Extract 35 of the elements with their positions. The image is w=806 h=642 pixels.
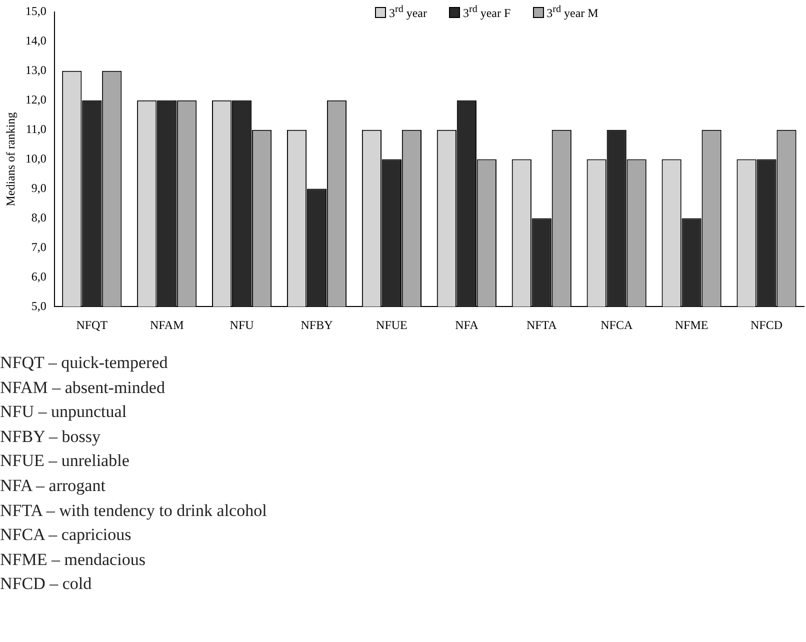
x-tick-label: NFME <box>674 318 708 332</box>
y-tick-label: 9,0 <box>31 180 46 195</box>
text: NFUE – unreliable <box>0 450 130 472</box>
legend-label: 3$^{rd}$ year M <box>546 4 598 21</box>
y-axis-title: Medians of ranking <box>3 112 18 206</box>
y-tick-label: 5,0 <box>31 298 46 313</box>
y-tick-label: 7,0 <box>31 240 46 254</box>
text: NFCD – cold <box>0 573 93 596</box>
y-tick-label: 10,0 <box>25 151 46 166</box>
text: NFA – arrogant <box>0 474 106 497</box>
text: NFTA – with tendency to drink alcohol <box>0 500 268 522</box>
x-tick-label: NFCD <box>750 318 783 332</box>
x-tick-label: NFUE <box>376 318 408 332</box>
text: NFCA – capricious <box>0 524 132 546</box>
y-tick-label: 11,0 <box>26 122 46 136</box>
x-tick-label: NFQT <box>76 318 108 332</box>
x-tick-label: NFCA <box>600 318 633 332</box>
text: NFQT – quick-tempered <box>0 352 169 374</box>
x-tick-label: NFTA <box>526 318 558 332</box>
y-tick-label: 6,0 <box>31 269 46 284</box>
y-tick-label: 15,0 <box>25 4 46 18</box>
text: NFAM – absent-minded <box>0 376 166 399</box>
text: NFBY – bossy <box>0 426 102 448</box>
y-tick-label: 8,0 <box>31 210 46 224</box>
y-tick-label: 12,0 <box>25 92 46 107</box>
x-tick-label: NFA <box>455 318 479 332</box>
text: NFU – unpunctual <box>0 401 128 424</box>
legend-label: 3$^{rd}$ year F <box>462 4 511 21</box>
x-tick-label: NFAM <box>150 318 184 332</box>
x-tick-label: NFU <box>230 318 254 332</box>
y-tick-label: 13,0 <box>25 63 46 78</box>
x-tick-label: NFBY <box>300 318 334 332</box>
y-tick-label: 14,0 <box>25 34 46 48</box>
text: NFME – mendacious <box>0 548 146 571</box>
legend-label: 3$^{rd}$ year <box>388 4 427 21</box>
